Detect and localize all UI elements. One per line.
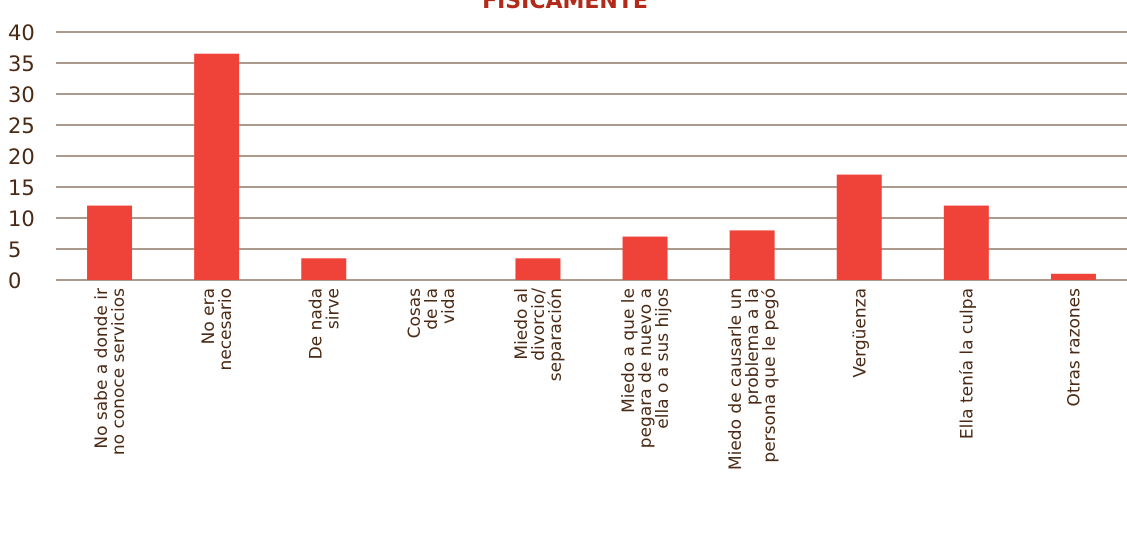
category-label-line: separación xyxy=(546,288,566,381)
bar xyxy=(943,205,989,280)
category-label-line: No era xyxy=(199,288,219,344)
bar xyxy=(515,258,561,280)
category-label-line: divorcio/ xyxy=(529,288,549,361)
category-label-line: de la xyxy=(422,288,442,330)
category-label-line: Miedo a que le xyxy=(619,288,639,413)
category-label-line: Miedo de causarle un xyxy=(726,288,746,470)
category-label-line: pegara de nuevo a xyxy=(636,288,656,448)
bar xyxy=(729,230,775,280)
y-tick-label: 40 xyxy=(8,21,35,45)
category-label-line: Otras razones xyxy=(1064,288,1084,407)
category-label: Otras razones xyxy=(1064,288,1084,407)
y-tick-label: 15 xyxy=(8,176,35,200)
category-label-line: necesario xyxy=(216,288,236,370)
category-label-line: ella o a sus hijos xyxy=(653,288,673,429)
bar xyxy=(194,53,240,281)
y-tick-label: 0 xyxy=(8,269,21,293)
category-label-line: Cosas xyxy=(405,288,425,339)
category-label: Ella tenía la culpa xyxy=(957,288,977,439)
y-tick-label: 35 xyxy=(8,52,35,76)
category-label-line: De nada xyxy=(306,288,326,359)
category-label-line: vida xyxy=(439,288,459,324)
y-tick-label: 20 xyxy=(8,145,35,169)
y-tick-label: 30 xyxy=(8,83,35,107)
chart-title: FÍSICAMENTE xyxy=(482,0,648,14)
category-label-line: Ella tenía la culpa xyxy=(957,288,977,439)
category-label: Vergüenza xyxy=(850,288,870,378)
bar xyxy=(622,236,668,280)
y-axis-ticks: 0 5 10 15 20 25 30 35 40 xyxy=(8,21,35,293)
y-tick-label: 25 xyxy=(8,114,35,138)
bars xyxy=(87,53,1096,281)
bar xyxy=(301,258,347,280)
category-label-line: persona que le pegó xyxy=(760,288,780,463)
y-tick-label: 5 xyxy=(8,238,21,262)
bar xyxy=(836,174,882,280)
category-label-line: no conoce servicios xyxy=(109,288,129,455)
category-label-line: Miedo al xyxy=(512,288,532,360)
bar xyxy=(1050,273,1096,280)
category-label-line: sirve xyxy=(323,288,343,329)
category-label-line: problema a la xyxy=(743,288,763,405)
category-label-line: No sabe a donde ir xyxy=(92,288,112,449)
y-tick-label: 10 xyxy=(8,207,35,231)
category-label-line: Vergüenza xyxy=(850,288,870,378)
bar xyxy=(87,205,133,280)
